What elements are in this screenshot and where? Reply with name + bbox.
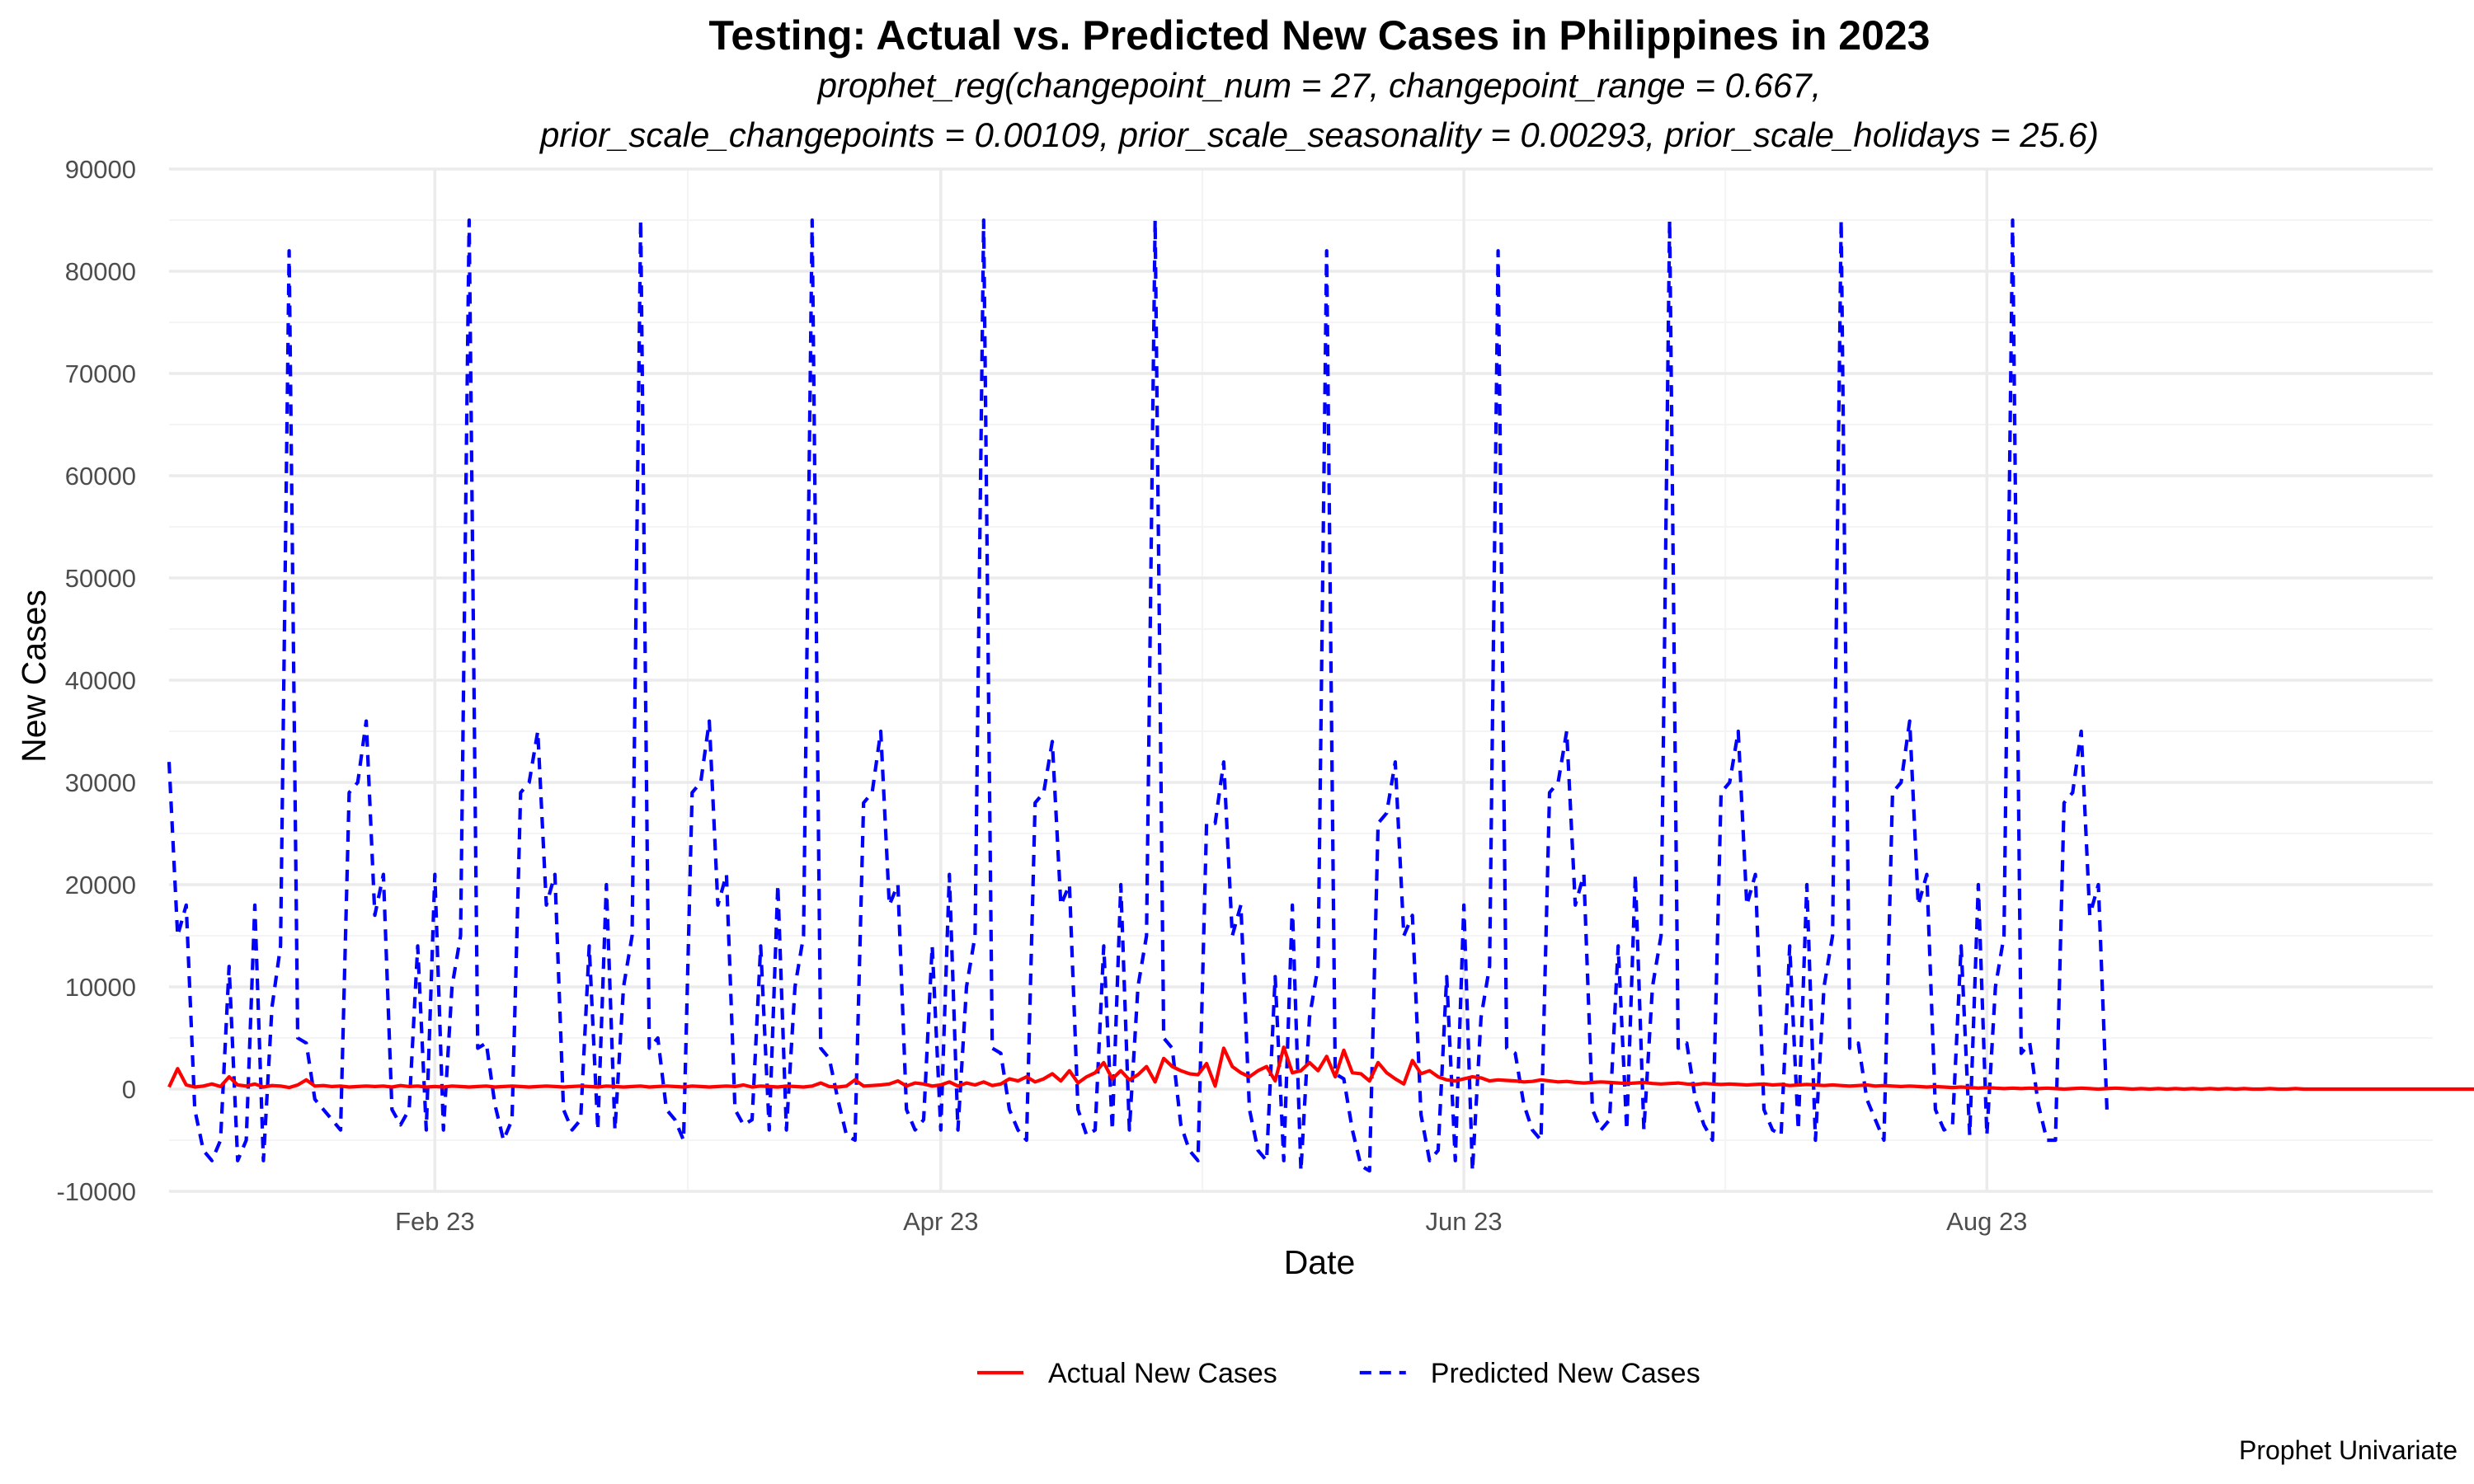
y-tick-label: -10000	[56, 1177, 136, 1206]
series-line-predicted-new-cases	[167, 218, 2109, 1173]
series-layer	[167, 218, 2474, 1173]
y-tick-label: 50000	[65, 564, 136, 593]
x-tick-label: Apr 23	[903, 1207, 978, 1236]
y-tick-label: 30000	[65, 768, 136, 797]
x-tick-label: Aug 23	[1946, 1207, 2027, 1236]
chart-subtitle-line-1: prophet_reg(changepoint_num = 27, change…	[816, 66, 1822, 105]
series-line-actual-new-cases	[167, 1045, 2474, 1092]
chart-caption: Prophet Univariate	[2239, 1435, 2458, 1465]
y-tick-label: 90000	[65, 155, 136, 184]
y-tick-label: 0	[122, 1075, 136, 1104]
chart-title: Testing: Actual vs. Predicted New Cases …	[708, 12, 1930, 59]
legend-label: Actual New Cases	[1048, 1358, 1277, 1389]
grid-lines	[169, 167, 2433, 1193]
y-axis-title: New Cases	[15, 589, 53, 763]
y-tick-label: 60000	[65, 462, 136, 491]
y-tick-label: 10000	[65, 973, 136, 1002]
x-axis-title: Date	[1284, 1243, 1356, 1281]
y-tick-label: 40000	[65, 666, 136, 695]
legend: Actual New Cases Predicted New Cases	[977, 1358, 1700, 1389]
x-axis-ticks: Feb 23 Apr 23 Jun 23 Aug 23	[395, 1207, 2027, 1236]
x-tick-label: Feb 23	[395, 1207, 475, 1236]
y-axis-ticks: -10000 0 10000 20000 30000 40000 50000 60000 700…	[56, 155, 136, 1206]
chart-subtitle-line-2: prior_scale_changepoints = 0.00109, prio…	[539, 115, 2099, 154]
y-tick-label: 20000	[65, 871, 136, 899]
x-tick-label: Jun 23	[1426, 1207, 1503, 1236]
y-tick-label: 70000	[65, 359, 136, 388]
legend-label: Predicted New Cases	[1431, 1358, 1700, 1389]
y-tick-label: 80000	[65, 257, 136, 286]
